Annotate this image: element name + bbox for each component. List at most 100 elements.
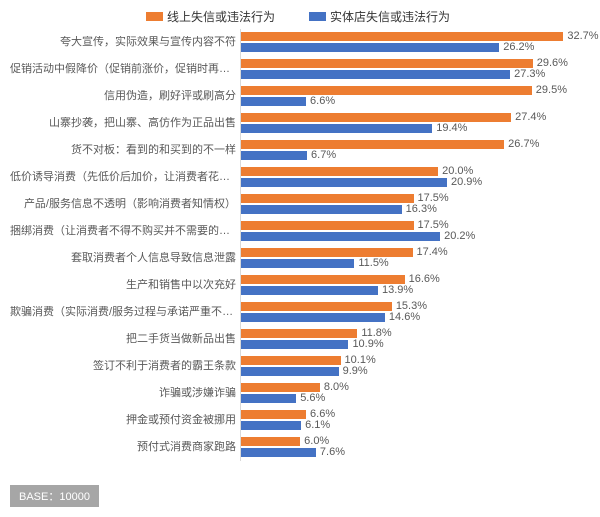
- bar-series-b: [241, 151, 307, 160]
- row-bars: 32.7%26.2%: [240, 29, 586, 56]
- row-bars: 17.5%16.3%: [240, 191, 586, 218]
- table-row: 信用伪造，刷好评或刷高分 29.5% 6.6%: [10, 83, 586, 110]
- bar-series-b: [241, 313, 385, 322]
- bar-series-a: [241, 302, 392, 311]
- bar-series-a: [241, 32, 563, 41]
- legend-label-a: 线上失信或违法行为: [167, 8, 275, 25]
- row-label: 山寨抄袭，把山寨、高仿作为正品出售: [10, 117, 240, 129]
- value-series-b: 27.3%: [514, 70, 545, 79]
- bar-series-b: [241, 97, 306, 106]
- bar-series-a: [241, 194, 414, 203]
- row-bars: 6.6% 6.1%: [240, 407, 586, 434]
- value-series-a: 20.0%: [442, 167, 473, 176]
- legend-series-b: 实体店失信或违法行为: [309, 8, 450, 25]
- row-label: 信用伪造，刷好评或刷高分: [10, 90, 240, 102]
- table-row: 山寨抄袭，把山寨、高仿作为正品出售 27.4% 19.4%: [10, 110, 586, 137]
- bar-series-a: [241, 113, 511, 122]
- bar-series-b: [241, 43, 499, 52]
- value-series-b: 11.5%: [358, 259, 388, 268]
- row-bars: 29.6%27.3%: [240, 56, 586, 83]
- row-label: 捆绑消费（让消费者不得不购买并不需要的产品…: [10, 225, 240, 237]
- bar-series-a: [241, 140, 504, 149]
- bar-series-a: [241, 167, 438, 176]
- bar-series-b: [241, 394, 296, 403]
- row-label: 欺骗消费（实际消费/服务过程与承诺严重不符）: [10, 306, 240, 318]
- value-series-a: 6.0%: [304, 437, 329, 446]
- value-series-b: 20.9%: [451, 178, 482, 187]
- table-row: 促销活动中假降价（促销前涨价，促销时再降下来）29.6%27.3%: [10, 56, 586, 83]
- legend-series-a: 线上失信或违法行为: [146, 8, 275, 25]
- legend-label-b: 实体店失信或违法行为: [330, 8, 450, 25]
- base-badge: BASE：10000: [10, 485, 99, 507]
- table-row: 套取消费者个人信息导致信息泄露17.4%11.5%: [10, 245, 586, 272]
- table-row: 把二手货当做新品出售11.8%10.9%: [10, 326, 586, 353]
- value-series-b: 9.9%: [343, 367, 368, 376]
- bar-series-a: [241, 437, 300, 446]
- table-row: 欺骗消费（实际消费/服务过程与承诺严重不符） 15.3% 14.6%: [10, 299, 586, 326]
- bar-series-b: [241, 178, 447, 187]
- row-label: 货不对板：看到的和买到的不一样: [10, 144, 240, 156]
- bar-series-a: [241, 356, 341, 365]
- row-bars: 29.5% 6.6%: [240, 83, 586, 110]
- bar-chart: 夸大宣传，实际效果与宣传内容不符32.7%26.2%促销活动中假降价（促销前涨价…: [10, 29, 586, 461]
- value-series-b: 6.6%: [310, 97, 335, 106]
- legend-swatch-b: [309, 12, 326, 21]
- row-bars: 16.6% 13.9%: [240, 272, 586, 299]
- legend-swatch-a: [146, 12, 163, 21]
- bar-series-b: [241, 367, 339, 376]
- row-bars: 27.4% 19.4%: [240, 110, 586, 137]
- value-series-a: 8.0%: [324, 383, 349, 392]
- bar-series-a: [241, 248, 413, 257]
- value-series-b: 6.7%: [311, 151, 336, 160]
- value-series-b: 13.9%: [382, 286, 413, 295]
- value-series-a: 32.7%: [567, 32, 598, 41]
- value-series-b: 19.4%: [436, 124, 467, 133]
- value-series-a: 6.6%: [310, 410, 335, 419]
- value-series-a: 10.1%: [345, 356, 376, 365]
- bar-series-b: [241, 259, 354, 268]
- table-row: 诈骗或涉嫌诈骗 8.0% 5.6%: [10, 380, 586, 407]
- value-series-a: 29.5%: [536, 86, 567, 95]
- value-series-b: 6.1%: [305, 421, 330, 430]
- row-bars: 20.0% 20.9%: [240, 164, 586, 191]
- row-label: 套取消费者个人信息导致信息泄露: [10, 252, 240, 264]
- row-bars: 17.5%20.2%: [240, 218, 586, 245]
- bar-series-a: [241, 221, 414, 230]
- row-label: 把二手货当做新品出售: [10, 333, 240, 345]
- value-series-a: 27.4%: [515, 113, 546, 122]
- value-series-b: 5.6%: [300, 394, 325, 403]
- value-series-a: 26.7%: [508, 140, 539, 149]
- bar-series-b: [241, 124, 432, 133]
- row-label: 产品/服务信息不透明（影响消费者知情权）: [10, 198, 240, 210]
- table-row: 预付式消费商家跑路6.0%7.6%: [10, 434, 586, 461]
- table-row: 夸大宣传，实际效果与宣传内容不符32.7%26.2%: [10, 29, 586, 56]
- table-row: 签订不利于消费者的霸王条款10.1%9.9%: [10, 353, 586, 380]
- table-row: 押金或预付资金被挪用6.6%6.1%: [10, 407, 586, 434]
- bar-series-a: [241, 59, 533, 68]
- value-series-a: 16.6%: [409, 275, 440, 284]
- value-series-b: 20.2%: [444, 232, 475, 241]
- table-row: 捆绑消费（让消费者不得不购买并不需要的产品…17.5%20.2%: [10, 218, 586, 245]
- bar-series-b: [241, 205, 402, 214]
- row-bars: 8.0% 5.6%: [240, 380, 586, 407]
- row-bars: 6.0%7.6%: [240, 434, 586, 461]
- row-label: 生产和销售中以次充好: [10, 279, 240, 291]
- table-row: 低价诱导消费（先低价后加价，让消费者花冤枉钱） 20.0% 20.9%: [10, 164, 586, 191]
- bar-series-a: [241, 329, 357, 338]
- row-bars: 10.1% 9.9%: [240, 353, 586, 380]
- row-label: 诈骗或涉嫌诈骗: [10, 387, 240, 399]
- bar-series-b: [241, 340, 348, 349]
- row-label: 预付式消费商家跑路: [10, 441, 240, 453]
- row-bars: 11.8%10.9%: [240, 326, 586, 353]
- bar-series-a: [241, 383, 320, 392]
- value-series-a: 15.3%: [396, 302, 427, 311]
- row-label: 夸大宣传，实际效果与宣传内容不符: [10, 36, 240, 48]
- value-series-b: 14.6%: [389, 313, 420, 322]
- value-series-b: 10.9%: [352, 340, 383, 349]
- row-label: 低价诱导消费（先低价后加价，让消费者花冤枉钱）: [10, 171, 240, 183]
- bar-series-a: [241, 275, 405, 284]
- bar-series-a: [241, 86, 532, 95]
- bar-series-b: [241, 421, 301, 430]
- table-row: 产品/服务信息不透明（影响消费者知情权）17.5%16.3%: [10, 191, 586, 218]
- row-bars: 17.4%11.5%: [240, 245, 586, 272]
